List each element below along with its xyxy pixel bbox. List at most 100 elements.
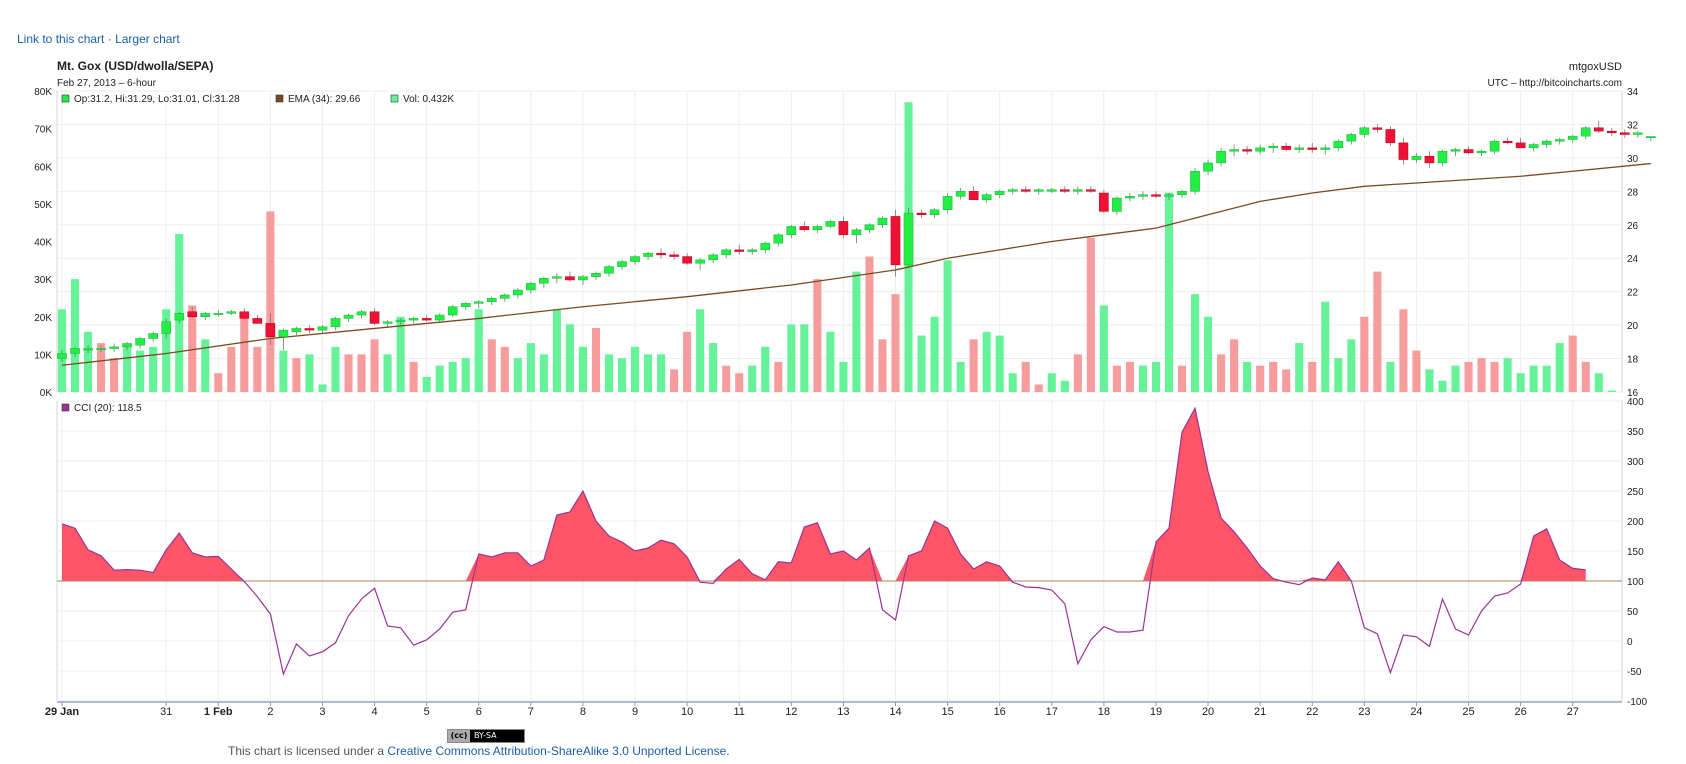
volume-bar: [657, 354, 666, 392]
volume-bar: [240, 316, 249, 392]
volume-bar: [1477, 358, 1486, 392]
candle-body: [447, 306, 458, 316]
candle-body: [1216, 150, 1226, 164]
volume-bar: [357, 354, 366, 392]
candle-body: [343, 314, 354, 319]
volume-bar: [1256, 365, 1265, 392]
link-to-chart[interactable]: Link to this chart: [17, 32, 105, 46]
license-link[interactable]: Creative Commons Attribution-ShareAlike …: [387, 744, 730, 758]
candle-body: [1424, 155, 1435, 164]
candle-body: [434, 314, 445, 321]
volume-bar: [1373, 271, 1382, 392]
cc-license-badge[interactable]: (cc) BY-SA: [447, 729, 525, 743]
candle-body: [916, 212, 927, 215]
volume-bar: [943, 260, 952, 392]
volume-bar: [305, 354, 314, 392]
candle-body: [1346, 134, 1357, 142]
price-tick-label: 20: [1627, 321, 1639, 332]
volume-bar: [266, 211, 275, 392]
candle-body: [122, 343, 132, 348]
x-tick-label: 16: [994, 706, 1006, 718]
volume-bar: [1568, 335, 1577, 392]
volume-bar: [1334, 358, 1343, 392]
candle-body: [773, 234, 784, 244]
candle-body: [526, 283, 536, 291]
vol-legend-swatch: [390, 94, 399, 103]
volume-bar: [279, 350, 288, 392]
cci-tick-label: 200: [1627, 517, 1644, 528]
cci-line: [61, 406, 1586, 676]
x-tick-label: 9: [632, 706, 638, 718]
volume-bar: [110, 358, 119, 392]
x-tick-label: 8: [580, 706, 586, 718]
x-tick-label: 29 Jan: [45, 706, 80, 718]
cci-tick-label: 300: [1627, 457, 1644, 468]
volume-bar: [1607, 390, 1616, 392]
candle-body: [656, 252, 666, 256]
volume-bar: [461, 358, 470, 392]
volume-bar: [1386, 361, 1395, 392]
price-tick-label: 32: [1627, 120, 1639, 131]
candle-body: [786, 226, 797, 236]
candle-body: [747, 249, 758, 252]
volume-bar: [878, 339, 887, 392]
candle-body: [369, 311, 380, 324]
price-tick-label: 26: [1627, 221, 1639, 232]
candle-body: [617, 261, 627, 267]
volume-bar: [409, 361, 418, 392]
x-tick-label: 7: [528, 706, 534, 718]
volume-bar: [670, 369, 679, 392]
candle-body: [1281, 145, 1292, 150]
volume-bar: [162, 309, 171, 392]
volume-bar: [852, 271, 861, 392]
x-tick-label: 10: [681, 706, 693, 718]
ohlc-legend-swatch: [61, 94, 70, 103]
volume-bar: [539, 354, 548, 392]
candle-body: [994, 191, 1005, 195]
cci-tick-label: -50: [1627, 667, 1642, 678]
price-tick-label: 34: [1627, 87, 1639, 98]
candle-body: [942, 196, 953, 210]
cci-legend: CCI (20): 118.5: [74, 403, 142, 414]
volume-bar: [201, 339, 210, 392]
volume-bar: [253, 346, 262, 392]
candle-body: [57, 353, 67, 359]
volume-bar: [1112, 365, 1121, 392]
candle-body: [643, 252, 653, 257]
candle-body: [1073, 189, 1083, 192]
x-tick-label: 14: [889, 706, 901, 718]
candle-body: [486, 298, 497, 302]
volume-bar: [513, 358, 522, 392]
volume-bar: [787, 324, 796, 392]
volume-bar: [1451, 365, 1460, 392]
volume-bar: [1503, 358, 1512, 392]
volume-bar: [1425, 369, 1434, 392]
candle-body: [825, 221, 836, 227]
candle-body: [1099, 192, 1109, 212]
candle-body: [96, 348, 106, 350]
candle-body: [1437, 150, 1448, 164]
candle-body: [513, 289, 523, 296]
ema-line: [61, 162, 1651, 366]
candle-body: [200, 313, 211, 317]
candle-body: [1646, 136, 1656, 139]
candle-body: [1398, 142, 1409, 160]
x-tick-label: 22: [1306, 706, 1318, 718]
candle-body: [1620, 132, 1630, 135]
volume-tick-label: 50K: [34, 200, 52, 211]
volume-tick-label: 80K: [34, 87, 52, 98]
candle-body: [552, 276, 562, 279]
candle-body: [1450, 149, 1461, 152]
candle-body: [330, 318, 341, 328]
volume-bar: [1581, 361, 1590, 392]
larger-chart-link[interactable]: Larger chart: [115, 32, 180, 46]
volume-bar: [97, 343, 106, 392]
candle-body: [1151, 194, 1161, 197]
volume-bar: [552, 309, 561, 392]
price-tick-label: 24: [1627, 254, 1639, 265]
volume-bar: [1295, 343, 1304, 392]
volume-bar: [591, 328, 600, 392]
candle-body: [1020, 189, 1031, 192]
volume-bar: [761, 346, 770, 392]
